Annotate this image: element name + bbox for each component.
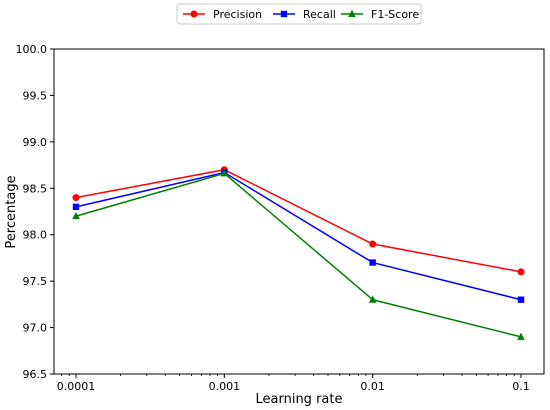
recall-point (72, 203, 80, 211)
legend-item-precision: Precision (183, 8, 262, 21)
y-axis: 96.5 97.0 97.5 98.0 98.5 99.0 99.5 100.0 (16, 43, 54, 381)
x-tick-label: 0.001 (209, 380, 241, 393)
recall-point (369, 259, 376, 266)
y-tick-label: 100.0 (16, 43, 48, 56)
x-tick-label: 0.01 (360, 380, 385, 393)
recall-point (517, 296, 525, 303)
legend-item-recall: Recall (273, 8, 336, 21)
y-tick-label: 99.0 (23, 136, 48, 149)
precision-line (75, 168, 522, 273)
f1-score-point (220, 169, 229, 177)
legend-swatch-marker (348, 9, 356, 17)
y-tick-label: 96.5 (23, 368, 48, 381)
x-tick-label: 0.0001 (57, 380, 96, 393)
f1-score-line (75, 172, 522, 338)
precision-point (72, 194, 80, 202)
legend-label: F1-Score (371, 8, 419, 21)
precision-point (517, 268, 525, 276)
y-tick-label: 98.0 (23, 229, 48, 242)
series-f1-score (72, 169, 525, 340)
x-axis: 0.0001 0.001 0.01 0.1 (57, 374, 530, 393)
x-axis-label: Learning rate (256, 392, 343, 407)
recall-line (75, 171, 522, 301)
legend-label: Precision (213, 8, 262, 21)
f1-score-point (517, 332, 525, 340)
legend-frame (176, 3, 422, 25)
y-tick-label: 98.5 (23, 182, 48, 195)
f1-score-point (368, 295, 377, 303)
legend-swatch-marker (280, 10, 288, 18)
legend-label: Recall (303, 8, 336, 21)
legend: Precision Recall F1-Score (176, 3, 422, 25)
series-layer (72, 166, 525, 340)
plot-area (53, 48, 545, 375)
legend-swatch-marker (190, 10, 198, 18)
y-tick-label: 99.5 (23, 89, 48, 102)
y-tick-label: 97.5 (23, 275, 48, 288)
x-tick-label: 0.1 (512, 380, 530, 393)
precision-point (369, 240, 377, 248)
y-tick-label: 97.0 (23, 322, 48, 335)
f1-score-point (72, 211, 80, 220)
y-axis-label: Percentage (4, 175, 19, 248)
legend-item-f1-score: F1-Score (341, 8, 419, 21)
